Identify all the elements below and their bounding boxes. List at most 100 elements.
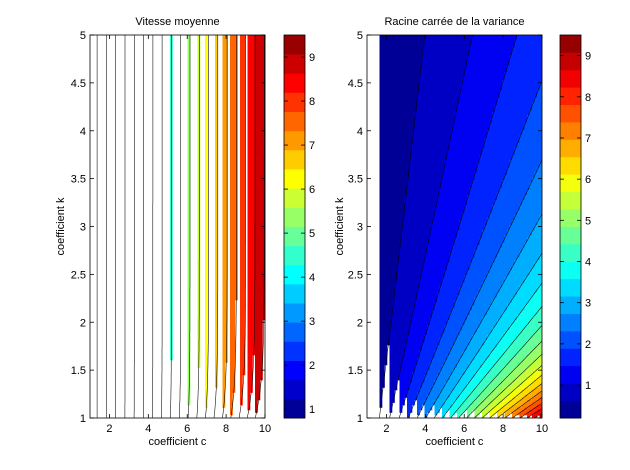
contour-band-cell xyxy=(514,410,518,416)
contour-band-cell xyxy=(489,35,493,123)
contour-band-cell xyxy=(464,205,468,276)
contour-band-cell xyxy=(422,342,425,383)
contour-line xyxy=(398,34,518,419)
contour-band-cell xyxy=(419,35,423,71)
contour-band-cell xyxy=(442,35,445,173)
contour-band-cell xyxy=(404,345,408,398)
contour-band-cell xyxy=(469,380,473,393)
contour-band-cell xyxy=(539,415,543,418)
contour-band-cell xyxy=(434,400,438,416)
contour-band-cell xyxy=(492,300,495,328)
contour-band-cell xyxy=(527,407,530,413)
contour-band-cell xyxy=(499,402,503,411)
contour-band-cell xyxy=(532,350,535,363)
contour-band-cell xyxy=(534,407,538,413)
contour-band-cell xyxy=(489,122,493,213)
contour-band-cell xyxy=(492,400,495,408)
contour-band-cell xyxy=(482,317,485,346)
contour-band-cell xyxy=(492,112,495,206)
contour-band-cell xyxy=(529,405,533,411)
contour-band-cell xyxy=(459,405,463,416)
contour-band-cell xyxy=(417,392,420,416)
contour-band-cell xyxy=(507,402,510,411)
contour-band-cell xyxy=(532,362,535,373)
contour-band-cell xyxy=(409,322,413,383)
contour-band-cell xyxy=(479,382,483,393)
contour-band-cell xyxy=(539,397,543,406)
contour-band-cell xyxy=(537,387,540,393)
contour-band-cell xyxy=(472,305,475,336)
y-tick-label: 5 xyxy=(357,30,363,42)
contour-band-cell xyxy=(474,407,478,418)
colorbar-band xyxy=(560,191,581,210)
contour-band-cell xyxy=(504,175,508,236)
y-tick-label: 3 xyxy=(80,222,86,234)
contour-line xyxy=(526,408,543,419)
contour-band-cell xyxy=(527,35,530,116)
contour-band-cell xyxy=(255,35,258,413)
contour-band-cell xyxy=(532,35,535,103)
contour-band-cell xyxy=(517,290,520,316)
contour-band-cell xyxy=(507,395,510,403)
contour-band-cell xyxy=(384,35,388,366)
contour-band-cell xyxy=(489,370,493,383)
colorbar-band xyxy=(284,360,305,381)
contour-band-cell xyxy=(502,390,505,401)
contour-band-cell xyxy=(499,187,503,248)
contour-band-cell xyxy=(507,362,510,376)
colorbar-band xyxy=(560,226,581,245)
contour-band-cell xyxy=(487,130,490,218)
contour-band-cell xyxy=(474,355,478,373)
contour-band-cell xyxy=(467,407,470,418)
panel-racine-variance: Racine carrée de la variance 2 4 6 8 10 1 1.5… xyxy=(334,16,591,448)
contour-band-cell xyxy=(472,35,475,181)
contour-band-cell xyxy=(464,275,468,321)
contour-band-cell xyxy=(499,392,503,403)
contour-band-cell xyxy=(402,35,405,221)
contour-band-cell xyxy=(422,47,425,266)
contour-band-cell xyxy=(449,407,453,418)
contour-band-cell xyxy=(487,310,490,336)
contour-band-cell xyxy=(230,35,233,416)
contour-band-cell xyxy=(537,260,540,288)
contour-band-cell xyxy=(462,352,465,376)
contour-band-cell xyxy=(504,405,508,413)
contour-fill-right xyxy=(379,35,543,418)
contour-band-cell xyxy=(519,135,523,206)
contour-band-cell xyxy=(407,390,410,418)
colorbar-band xyxy=(284,283,305,304)
contour-line xyxy=(161,35,163,419)
contour-band-cell xyxy=(499,340,503,358)
contour-band-cell xyxy=(532,230,535,268)
contour-band-cell xyxy=(517,377,520,388)
contour-band-cell xyxy=(409,155,413,323)
contour-band-cell xyxy=(494,325,498,348)
contour-band-cell xyxy=(527,400,530,408)
contour-band-cell xyxy=(417,90,420,288)
contour-band-cell xyxy=(512,342,515,358)
contour-band-cell xyxy=(437,35,440,196)
contour-band-cell xyxy=(479,347,483,368)
contour-band-cell xyxy=(524,305,528,328)
contour-band-cell xyxy=(527,387,530,396)
contour-band-cell xyxy=(514,215,518,261)
contour-band-cell xyxy=(459,220,463,288)
contour-band-cell xyxy=(532,267,535,296)
contour-band-cell xyxy=(509,35,513,56)
contour-band-cell xyxy=(502,282,505,313)
contour-band-cell xyxy=(497,320,500,343)
contour-band-cell xyxy=(492,205,495,263)
contour-band-cell xyxy=(487,405,490,413)
colorbar-frame-right xyxy=(559,34,582,419)
contour-band-cell xyxy=(477,35,480,163)
colorbar-band xyxy=(284,226,305,247)
contour-band-cell xyxy=(439,185,443,286)
contour-band-cell xyxy=(499,410,503,416)
contour-band-cell xyxy=(537,367,540,378)
contour-band-cell xyxy=(527,237,530,276)
contour-lines-left xyxy=(96,35,265,419)
contour-band-cell xyxy=(522,372,525,383)
y-tick-label: 5 xyxy=(80,30,86,42)
plot-area-left xyxy=(89,34,266,419)
contour-band-cell xyxy=(534,380,538,388)
